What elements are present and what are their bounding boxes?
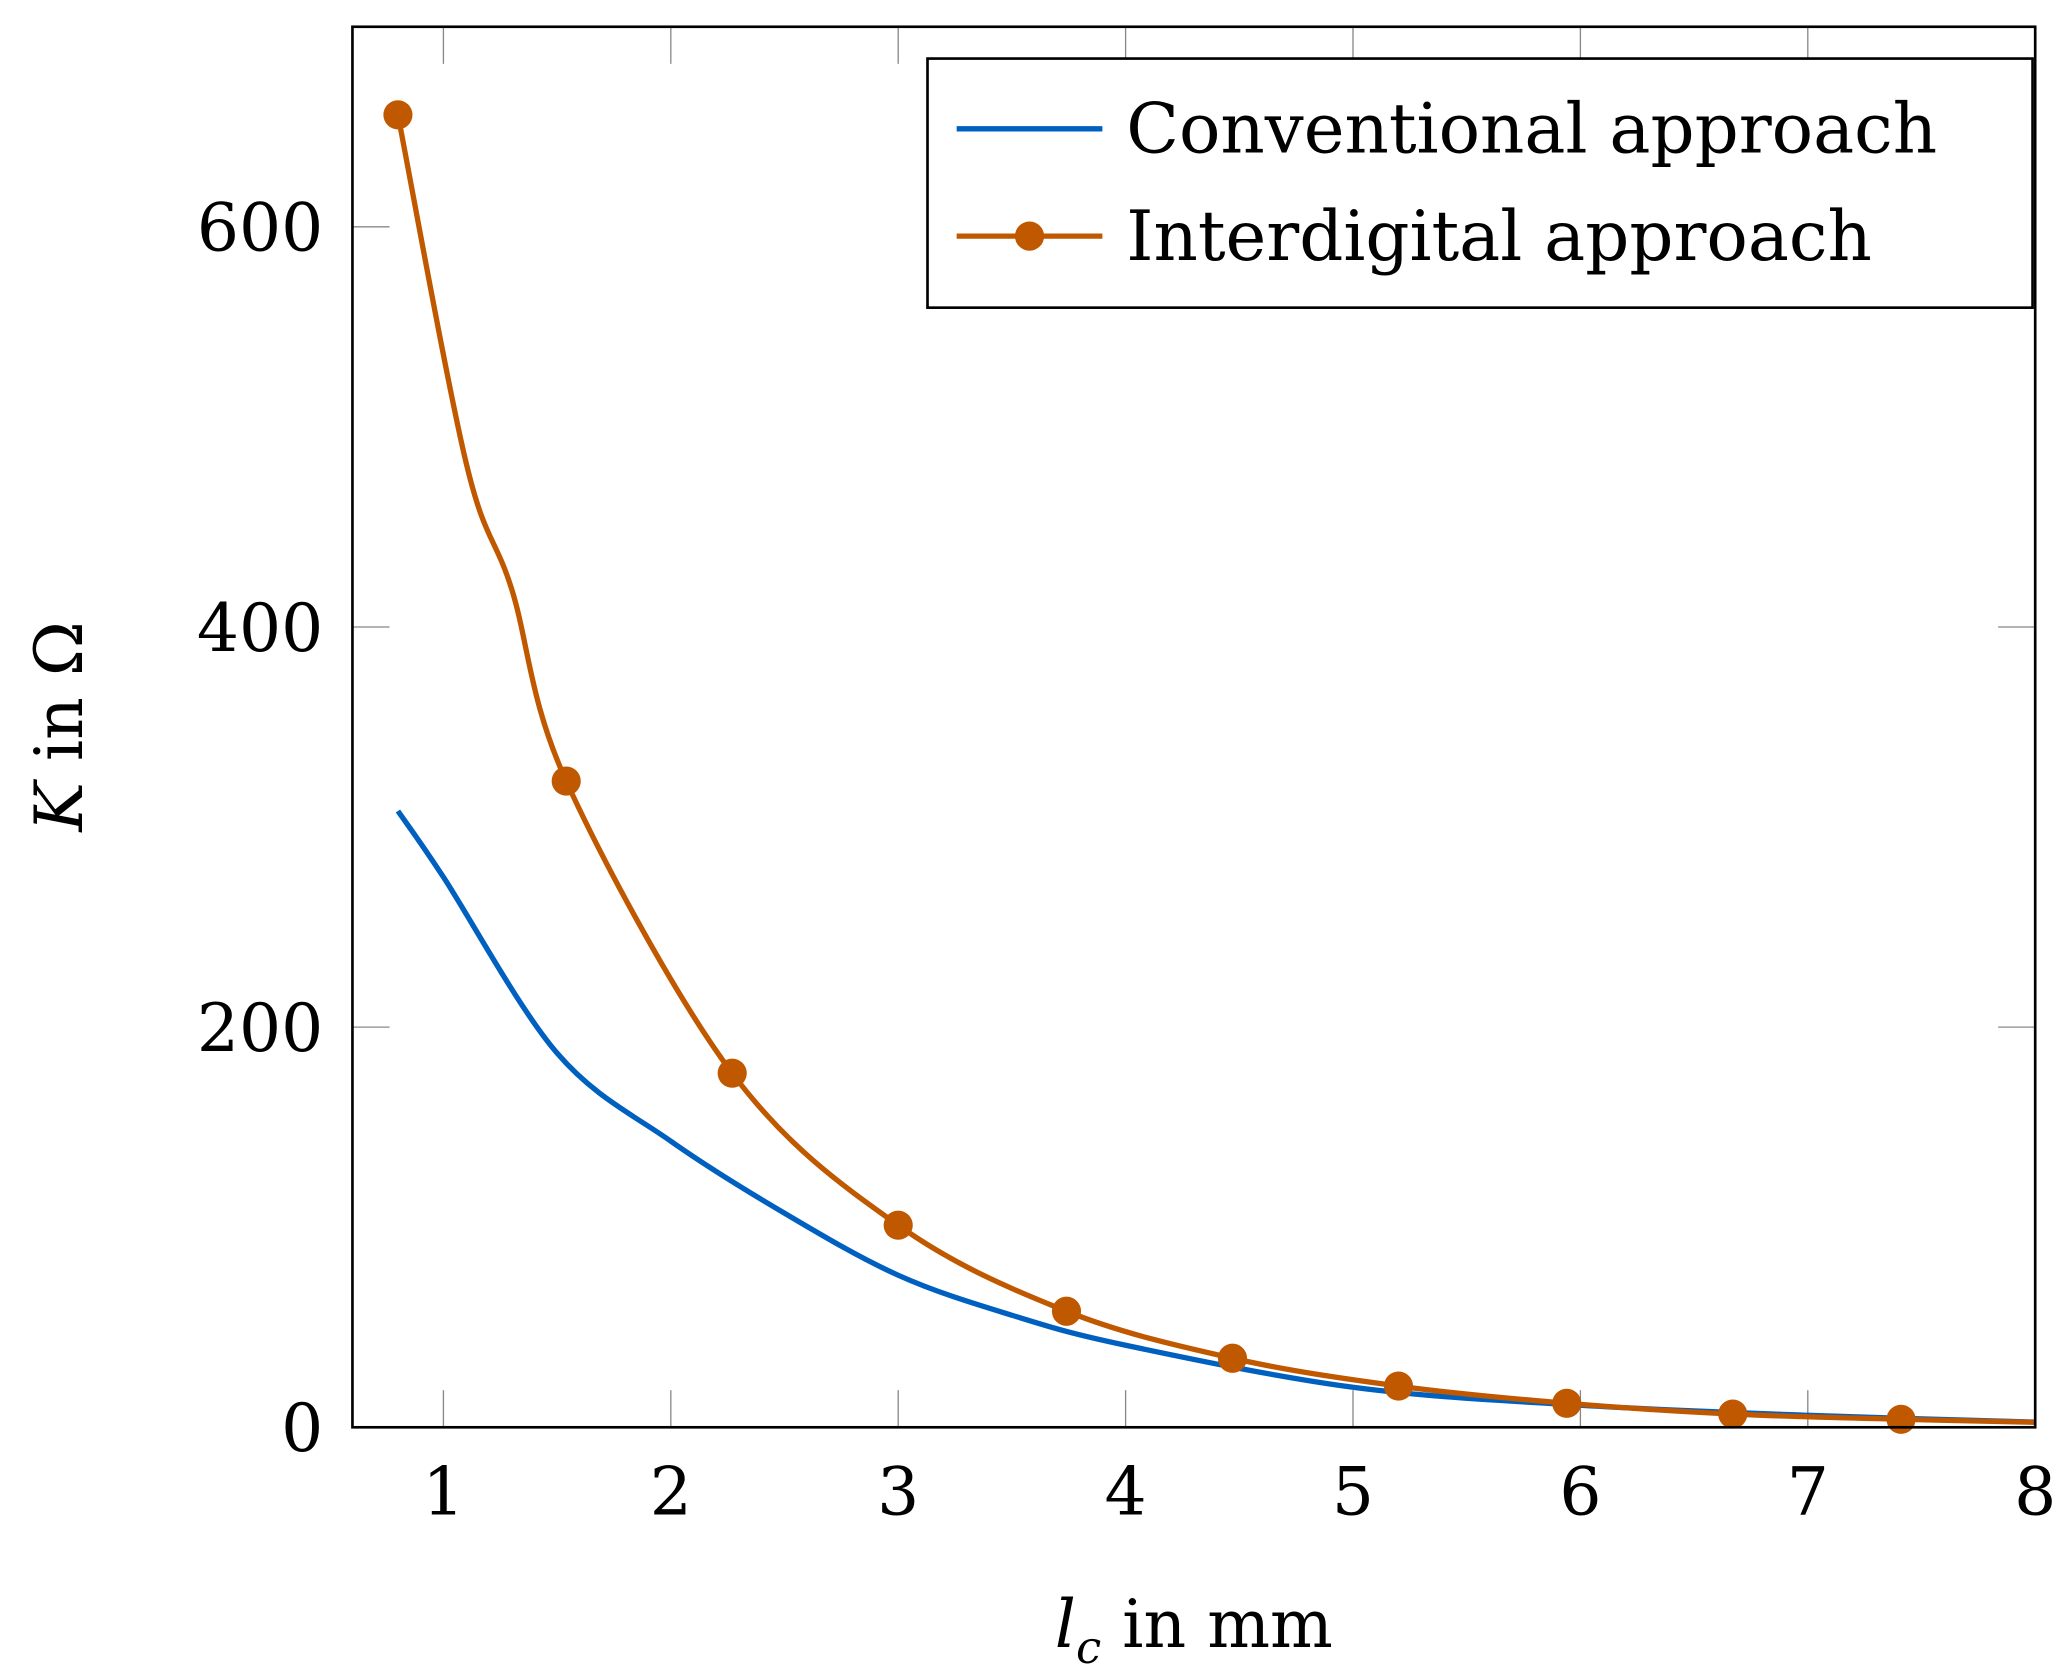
x-axis-label: lc in mm	[1055, 1586, 1333, 1674]
data-point	[383, 100, 413, 130]
x-tick-label: 2	[650, 1454, 692, 1531]
legend-label-interdigital: Interdigital approach	[1126, 197, 1872, 277]
y-tick-label: 600	[197, 190, 323, 267]
y-tick-label: 200	[197, 990, 323, 1067]
legend: Conventional approach Interdigital appro…	[926, 57, 2034, 309]
data-point	[1217, 1343, 1248, 1373]
plot-frame	[351, 25, 2037, 1429]
data-point	[1383, 1371, 1414, 1401]
series-line-0	[395, 809, 2036, 1425]
x-tick-label: 7	[1787, 1454, 1829, 1531]
x-tick-label: 3	[877, 1454, 919, 1531]
x-tick-label: 4	[1105, 1454, 1147, 1531]
series-lines	[383, 100, 2036, 1434]
y-tick-label: 0	[281, 1390, 323, 1467]
legend-label-conventional: Conventional approach	[1126, 90, 1937, 170]
series-line-1	[395, 114, 2036, 1425]
data-point	[883, 1210, 913, 1240]
x-tick-label: 1	[422, 1454, 464, 1531]
data-point	[1051, 1296, 1082, 1326]
data-point	[1552, 1388, 1582, 1418]
legend-box	[926, 57, 2034, 309]
x-tick-label: 8	[2014, 1454, 2056, 1531]
x-tick-label: 6	[1559, 1454, 1601, 1531]
data-point	[551, 766, 581, 796]
legend-marker-interdigital	[1014, 221, 1045, 251]
y-axis-label: K in Ω	[21, 621, 98, 832]
data-point	[1886, 1404, 1916, 1434]
x-tick-label: 5	[1332, 1454, 1374, 1531]
data-point	[717, 1058, 747, 1088]
tick-labels: 1 2 3 4 5 6 7 8 0 200 400 600	[197, 190, 2056, 1531]
data-point	[1718, 1399, 1748, 1429]
y-tick-label: 400	[197, 590, 323, 667]
